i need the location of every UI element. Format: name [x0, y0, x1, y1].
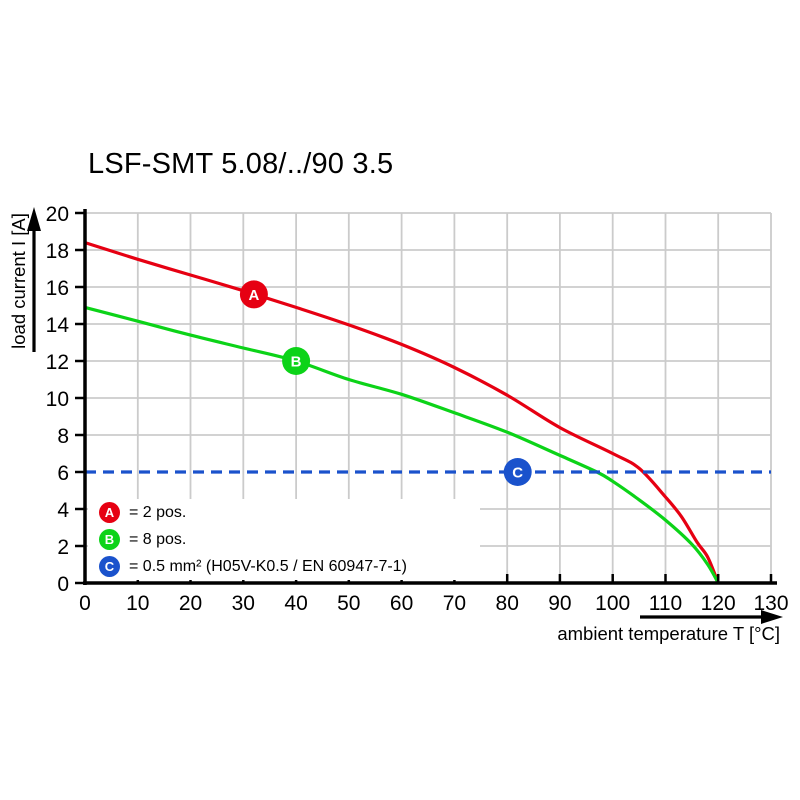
y-tick-label: 8: [57, 425, 69, 448]
curve-marker-a: A: [239, 280, 268, 309]
x-tick-label: 100: [595, 592, 630, 615]
curve-marker-c: C: [503, 458, 532, 486]
legend-label-a: = 2 pos.: [129, 503, 187, 521]
chart-title: LSF-SMT 5.08/../90 3.5: [88, 148, 394, 180]
y-axis-label: load current I [A]: [8, 213, 29, 349]
legend-item-a: A = 2 pos.: [88, 499, 480, 526]
x-tick-label: 60: [390, 592, 413, 615]
legend-item-b: B = 8 pos.: [88, 526, 480, 553]
curve-marker-b: B: [282, 347, 311, 375]
x-axis-arrow-head-icon: [761, 610, 783, 624]
x-tick-label: 130: [753, 592, 788, 615]
legend-label-c: = 0.5 mm² (H05V-K0.5 / EN 60947-7-1): [129, 557, 407, 575]
y-tick-label: 14: [46, 314, 70, 337]
x-axis-label: ambient temperature T [°C]: [557, 623, 780, 644]
axes: [75, 209, 777, 585]
series-b-curve: [84, 305, 720, 584]
series-a-curve: [84, 241, 720, 584]
y-axis-arrow-head-icon: [27, 207, 41, 231]
x-tick-label: 90: [548, 592, 571, 615]
y-tick-label: 20: [46, 203, 69, 226]
legend-label-b: = 8 pos.: [129, 530, 187, 548]
legend-marker-a-icon: A: [99, 502, 120, 523]
svg-text:A: A: [248, 287, 259, 304]
y-tick-label: 16: [46, 277, 69, 300]
x-tick-label: 30: [232, 592, 255, 615]
svg-text:C: C: [512, 465, 523, 482]
y-tick-label: 4: [57, 499, 69, 522]
x-tick-label: 120: [701, 592, 736, 615]
legend-marker-b-icon: B: [99, 529, 120, 550]
x-tick-label: 0: [79, 592, 91, 615]
tick-labels: 0 10 20 30 40 50 60 70 80 90 100 110 120 130 0 2 4 6 8 10 12…: [46, 203, 789, 615]
legend-marker-c-icon: C: [99, 556, 120, 577]
x-tick-label: 40: [284, 592, 307, 615]
y-tick-label: 10: [46, 388, 69, 411]
y-tick-label: 18: [46, 240, 69, 263]
axis-arrows: [27, 207, 783, 624]
x-tick-label: 20: [179, 592, 202, 615]
y-tick-label: 12: [46, 351, 69, 374]
x-tick-label: 110: [649, 592, 682, 615]
y-tick-label: 6: [57, 462, 69, 485]
x-tick-label: 70: [443, 592, 466, 615]
y-tick-label: 0: [57, 573, 69, 596]
y-tick-label: 2: [57, 536, 69, 559]
x-tick-label: 50: [337, 592, 360, 615]
x-tick-label: 80: [496, 592, 519, 615]
legend-item-c: C = 0.5 mm² (H05V-K0.5 / EN 60947-7-1): [88, 553, 480, 580]
x-tick-label: 10: [126, 592, 149, 615]
legend: A = 2 pos. B = 8 pos. C = 0.5 mm² (H05V-…: [88, 499, 480, 580]
svg-text:B: B: [291, 354, 302, 371]
